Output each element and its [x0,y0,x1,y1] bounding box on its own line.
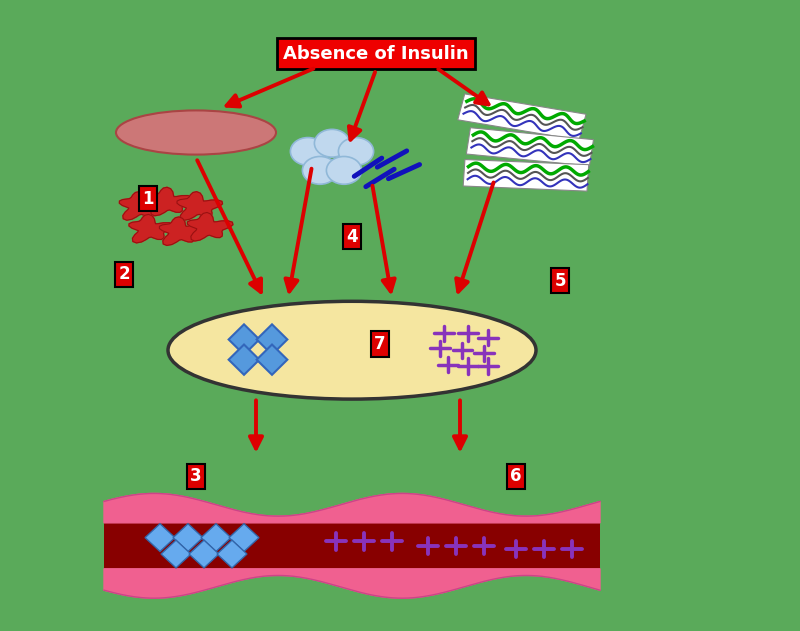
Text: 3: 3 [190,468,202,485]
Polygon shape [229,345,259,375]
Polygon shape [119,192,165,220]
Ellipse shape [168,302,536,399]
Polygon shape [147,187,193,216]
Polygon shape [201,524,231,551]
Text: 5: 5 [554,272,566,290]
Polygon shape [161,540,191,568]
Polygon shape [173,524,203,551]
Bar [104,523,600,569]
Circle shape [290,138,326,165]
Polygon shape [229,324,259,355]
Polygon shape [189,540,219,568]
Circle shape [314,129,350,157]
Circle shape [338,138,374,165]
Text: Absence of Insulin: Absence of Insulin [283,45,469,62]
Ellipse shape [116,110,276,155]
Polygon shape [104,493,600,523]
Polygon shape [104,569,600,598]
Text: 1: 1 [142,190,154,208]
FancyBboxPatch shape [463,160,589,191]
Text: 7: 7 [374,335,386,353]
Circle shape [326,156,362,184]
Text: 4: 4 [346,228,358,245]
Polygon shape [257,345,287,375]
Circle shape [302,156,338,184]
Polygon shape [187,213,233,241]
Polygon shape [159,217,205,245]
Text: 6: 6 [510,468,522,485]
Polygon shape [257,324,287,355]
FancyBboxPatch shape [458,94,586,140]
Polygon shape [129,215,174,243]
Polygon shape [229,524,259,551]
Polygon shape [145,524,175,551]
Polygon shape [177,192,222,220]
Polygon shape [217,540,247,568]
Text: 2: 2 [118,266,130,283]
FancyBboxPatch shape [466,127,594,166]
